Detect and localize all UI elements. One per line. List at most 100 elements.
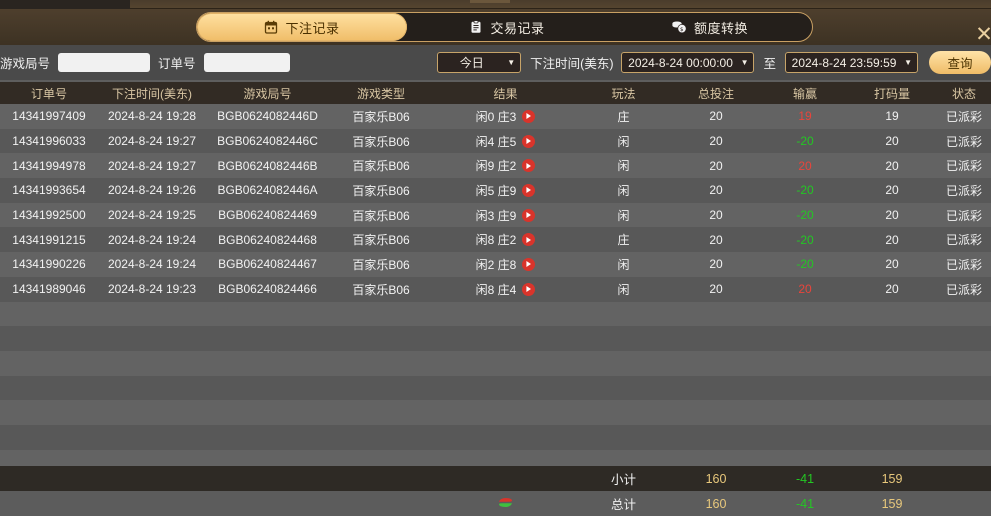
chevron-down-icon: ▼ xyxy=(904,58,912,67)
cell-valid-bet: 20 xyxy=(885,257,899,272)
period-select[interactable]: 今日 ▼ xyxy=(437,52,522,73)
cell-total-bet: 20 xyxy=(709,208,723,223)
cell-order-no: 14341994978 xyxy=(12,158,86,173)
cell-order-no: 14341993654 xyxy=(12,183,86,198)
table-row[interactable]: 14341997409 2024-8-24 19:28 BGB0624082446D… xyxy=(0,104,991,129)
cell-round-no: BGB0624082446D xyxy=(217,109,318,124)
cell-win-loss: -20 xyxy=(796,134,814,149)
cell-bet-time: 2024-8-24 19:28 xyxy=(107,109,197,124)
tab-bet-records-label: 下注记录 xyxy=(285,20,340,36)
cell-total-bet: 20 xyxy=(709,134,723,149)
game-round-input[interactable] xyxy=(58,53,151,72)
cell-status: 已派彩 xyxy=(945,282,982,297)
column-header-total-bet: 总投注 xyxy=(697,86,734,101)
tab-transaction-records-label: 交易记录 xyxy=(490,20,545,36)
cell-win-loss: -20 xyxy=(796,232,814,247)
table-footer: 小计 160 -41 159 总计 160 -41 159 xyxy=(0,466,991,516)
cell-round-no: BGB06240824467 xyxy=(218,257,317,272)
cell-play: 庄 xyxy=(617,109,630,124)
cell-status: 已派彩 xyxy=(945,159,982,174)
cell-game-type: 百家乐B06 xyxy=(352,109,410,124)
cell-empty xyxy=(0,381,98,395)
date-to-value: 2024-8-24 23:59:59 xyxy=(791,55,897,70)
window-header: 下注记录 交易记录 xyxy=(0,9,991,45)
table-row[interactable]: 14341991215 2024-8-24 19:24 BGB06240824468… xyxy=(0,227,991,253)
tab-transaction-records[interactable]: 交易记录 xyxy=(407,13,607,41)
table-row[interactable]: 14341992500 2024-8-24 19:25 BGB06240824469… xyxy=(0,202,991,228)
cell-bet-time: 2024-8-24 19:27 xyxy=(107,158,197,173)
order-no-input[interactable] xyxy=(203,53,290,72)
table-row[interactable]: 14341989046 2024-8-24 19:23 BGB06240824466… xyxy=(0,276,991,302)
cell-play: 闲 xyxy=(617,282,630,297)
cell-status: 已派彩 xyxy=(945,233,982,248)
tab-bar: 下注记录 交易记录 xyxy=(196,12,813,42)
cell-status: 已派彩 xyxy=(945,208,982,223)
cell-result: 闲8 庄4 xyxy=(433,281,578,298)
play-icon[interactable] xyxy=(522,282,536,296)
cell-win-loss: -20 xyxy=(796,257,814,272)
result-score: 闲9 庄2 xyxy=(475,159,517,174)
date-to-select[interactable]: 2024-8-24 23:59:59 ▼ xyxy=(785,52,918,73)
column-header-game-type: 游戏类型 xyxy=(356,86,405,101)
cell-bet-time: 2024-8-24 19:24 xyxy=(107,257,197,272)
cell-total-bet: 20 xyxy=(709,158,723,173)
table-row[interactable]: 14341990226 2024-8-24 19:24 BGB06240824467… xyxy=(0,252,991,277)
chevron-down-icon: ▼ xyxy=(507,58,516,67)
coins-icon: $ xyxy=(671,20,687,34)
cell-result: 闲9 庄2 xyxy=(433,157,578,174)
close-icon[interactable]: ✕ xyxy=(975,21,991,46)
play-icon[interactable] xyxy=(522,257,536,271)
cell-empty xyxy=(0,406,98,420)
cell-result: 闲0 庄3 xyxy=(433,108,578,125)
grand-total-total-bet: 160 xyxy=(705,496,727,511)
cell-valid-bet: 20 xyxy=(885,134,899,149)
cell-valid-bet: 19 xyxy=(885,109,899,124)
cell-game-type: 百家乐B06 xyxy=(352,134,410,149)
grand-total-icon-cell xyxy=(433,496,578,512)
cell-round-no: BGB06240824466 xyxy=(218,282,317,297)
cell-result: 闲4 庄5 xyxy=(433,133,578,150)
subtotal-valid-bet: 159 xyxy=(881,471,903,486)
cell-round-no: BGB0624082446C xyxy=(217,134,318,149)
red-green-swirl-icon xyxy=(497,496,514,509)
tab-bet-records[interactable]: 下注记录 xyxy=(197,13,407,41)
query-button[interactable]: 查询 xyxy=(929,51,991,74)
play-icon[interactable] xyxy=(522,109,536,123)
result-score: 闲2 庄8 xyxy=(475,257,517,272)
cell-bet-time: 2024-8-24 19:25 xyxy=(107,208,197,223)
cell-game-type: 百家乐B06 xyxy=(352,257,410,272)
table-row[interactable]: 14341994978 2024-8-24 19:27 BGB0624082446B… xyxy=(0,153,991,179)
date-from-value: 2024-8-24 00:00:00 xyxy=(628,55,733,70)
play-icon[interactable] xyxy=(522,183,536,197)
tab-quota-conversion-label: 额度转换 xyxy=(693,20,748,36)
cell-status: 已派彩 xyxy=(945,183,982,198)
grand-total-win-loss: -41 xyxy=(795,496,815,511)
game-round-label: 游戏局号 xyxy=(0,57,51,71)
date-from-select[interactable]: 2024-8-24 00:00:00 ▼ xyxy=(621,52,755,73)
cell-round-no: BGB0624082446B xyxy=(217,158,318,173)
play-icon[interactable] xyxy=(522,208,536,222)
column-header-round-no: 游戏局号 xyxy=(243,86,292,101)
cell-empty xyxy=(0,356,98,370)
cell-order-no: 14341996033 xyxy=(12,134,86,149)
table-row[interactable]: 14341996033 2024-8-24 19:27 BGB0624082446C… xyxy=(0,128,991,154)
tab-quota-conversion[interactable]: $ 额度转换 xyxy=(607,13,812,41)
top-strip-dark-segment xyxy=(0,0,130,9)
table-row-empty xyxy=(0,350,991,376)
table-header-row: 订单号 下注时间(美东) 游戏局号 游戏类型 结果 玩法 总投注 输赢 打码量 … xyxy=(0,82,991,104)
cell-game-type: 百家乐B06 xyxy=(352,233,410,248)
cell-order-no: 14341992500 xyxy=(12,208,86,223)
cell-play: 闲 xyxy=(617,183,630,198)
table-row[interactable]: 14341993654 2024-8-24 19:26 BGB0624082446A… xyxy=(0,178,991,203)
cell-status: 已派彩 xyxy=(945,134,982,149)
grand-total-valid-bet: 159 xyxy=(881,496,903,511)
subtotal-label: 小计 xyxy=(610,473,636,487)
play-icon[interactable] xyxy=(522,134,536,148)
play-icon[interactable] xyxy=(522,233,536,247)
footer-subtotal-row: 小计 160 -41 159 xyxy=(0,466,991,491)
cell-order-no: 14341991215 xyxy=(12,232,86,247)
result-score: 闲8 庄2 xyxy=(475,233,517,248)
calendar-icon xyxy=(264,20,278,34)
cell-play: 闲 xyxy=(617,134,630,149)
play-icon[interactable] xyxy=(522,159,536,173)
